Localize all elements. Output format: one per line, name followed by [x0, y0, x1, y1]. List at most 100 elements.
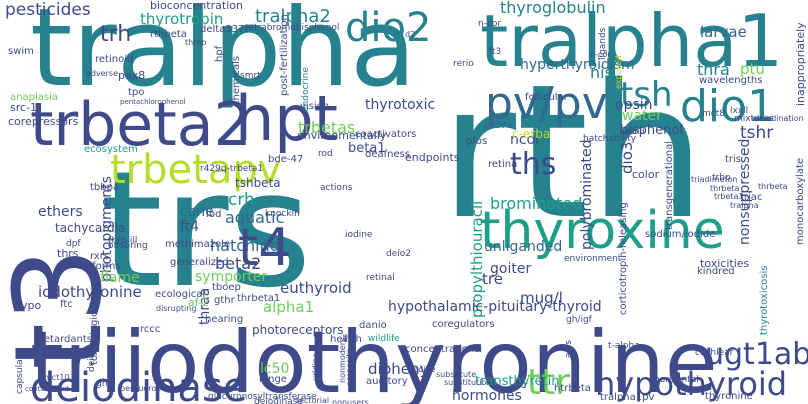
word-beta1: beta1 [348, 141, 386, 156]
word-photoreceptors: photoreceptors [252, 323, 344, 337]
word-disrupting: disrupting [156, 304, 197, 313]
word-proposita: proposita [345, 348, 354, 387]
word-smrt: smrt [240, 71, 261, 81]
word-pesticides: pesticides [5, 0, 91, 20]
word-rthbeta: rthbeta [150, 29, 187, 40]
word-anaplasia: anaplasia [10, 92, 58, 103]
word-mct10: mct10 [44, 373, 70, 382]
word-alpha1: alpha1 [263, 298, 315, 316]
word-tboep: tboep [212, 282, 241, 293]
word-lbd: lbd [206, 209, 222, 220]
word-trbp: trbp [712, 173, 731, 183]
word-pv-pv: pv/pv [485, 78, 608, 129]
word-trs: trs [100, 136, 312, 323]
word-thyrotropin: thyrotropin [140, 10, 224, 28]
word-triadimefon: triadimefon [691, 175, 738, 184]
word-thyroxine: thyroxine [480, 201, 725, 261]
word-mixtures: mixtures [734, 114, 774, 124]
word-knockin: knockin [265, 209, 300, 219]
word-polybrominated: polybrominated [579, 139, 595, 251]
word-tralpha: tralpha [730, 201, 759, 210]
word-tpo: tpo [128, 87, 145, 98]
word-tralpha: tralpha [30, 0, 417, 111]
word-thrb-ill: thrb-ill [108, 236, 138, 246]
word-deiodinase: deiodinase [30, 365, 248, 404]
word-deafness: deafness [365, 149, 411, 160]
word-tsh: tsh [620, 75, 673, 115]
word-wildlife: wildlife [368, 334, 400, 344]
word-n-cor: n-cor [478, 19, 502, 29]
word-adverse: adverse [86, 69, 119, 78]
word-thrbeta: thrbeta [758, 182, 788, 191]
word-cochlear: cochlear [695, 348, 734, 358]
word-unliganded: unliganded [484, 239, 563, 255]
word-axis: axis [564, 339, 574, 358]
word-sodium-iodide: sodium/iodide [645, 229, 716, 240]
word-brominated: brominated [490, 194, 583, 213]
word-swim: swim [8, 46, 34, 57]
word-thyroglobulin: thyroglobulin [500, 0, 606, 17]
word-lxxll: lxxll [730, 106, 749, 116]
word-actions: actions [320, 183, 353, 193]
word-thra: thra [697, 60, 730, 79]
word-larvae: larvae [700, 23, 747, 41]
word-trbetas: trbetas [298, 118, 356, 137]
word-triiodothyronine: triiodothyronine [30, 313, 718, 404]
word-tshr: tshr [740, 123, 774, 143]
word-corepressors: corepressors [8, 115, 79, 128]
word-beta2: beta2 [215, 254, 262, 273]
word-rod: rod [318, 149, 333, 159]
word-contaminant: contaminant [25, 385, 70, 393]
word-mug-l: mug/l [520, 289, 563, 307]
word-thyronine: thyronine [705, 391, 753, 402]
word-vision: vision [300, 101, 330, 112]
word-r429q-trbeta1: r429q-trbeta1 [200, 164, 264, 174]
word-generalized: generalized [170, 257, 229, 268]
word-tralpha1pv: tralpha1pv [600, 392, 655, 403]
word-e457a: e457a [484, 121, 513, 131]
word-ecosystem: ecosystem [84, 144, 138, 155]
word-methimazole: methimazole [165, 239, 231, 250]
word-environment: environment [564, 254, 622, 264]
word-uridine: uridine [311, 353, 320, 381]
word-flame: flame [100, 270, 140, 286]
word-rccc: rccc [140, 324, 161, 335]
word-fish: fish [344, 334, 362, 345]
word-c-erba: c-erba [512, 127, 551, 141]
word-bisphenol: bisphenol [620, 123, 683, 138]
word-rerio: rerio [453, 59, 474, 69]
word-bde-47: bde-47 [268, 154, 304, 165]
word-transgenerational: transgenerational [664, 141, 675, 230]
word-gh3: gh3 [96, 379, 114, 389]
word-thrab: thrab [185, 38, 207, 47]
word-tetrabromobisphenol: tetrabromobisphenol [245, 23, 340, 33]
word-pax8: pax8 [118, 69, 146, 82]
word-kindred: kindred [697, 266, 735, 277]
word-n-cor: n-cor [590, 50, 611, 59]
word-perfluorooctane: perfluorooctane [120, 384, 184, 393]
word-concentrations: concentrations [405, 344, 480, 355]
word-isoforms: isoforms [78, 261, 121, 272]
word-coactivators: coactivators [355, 129, 417, 140]
word-af-2: af-2 [188, 296, 209, 309]
word-nis: nis [590, 63, 613, 82]
word-water: water [622, 108, 662, 124]
word-follicular: follicular [525, 92, 568, 103]
word-hypothyroid: hypothyroid [595, 365, 788, 403]
word-pentachlorophenol: pentachlorophenol [120, 98, 186, 106]
word-goiter: goiter [490, 261, 532, 277]
word-thrs: thrs [57, 247, 79, 260]
word-hatching: hatching [210, 236, 280, 255]
word-glucuronosyltransferase: glucuronosyltransferase [208, 392, 317, 402]
word-trh: trh [100, 22, 132, 47]
word-ligand: ligand [620, 127, 645, 136]
word-symporter: symporter [195, 269, 268, 285]
word-hearing: hearing [205, 314, 244, 325]
word-hypothalamic-pituitary-thyroid: hypothalamic-pituitary-thyroid [388, 299, 602, 315]
word-monocarboxylate: monocarboxylate [795, 157, 806, 245]
word-cone: cone [180, 204, 214, 220]
word-tachycardia: tachycardia [55, 221, 126, 235]
word-thrbeta1: thrbeta1 [237, 293, 281, 304]
word-auditory: auditory [366, 376, 408, 387]
